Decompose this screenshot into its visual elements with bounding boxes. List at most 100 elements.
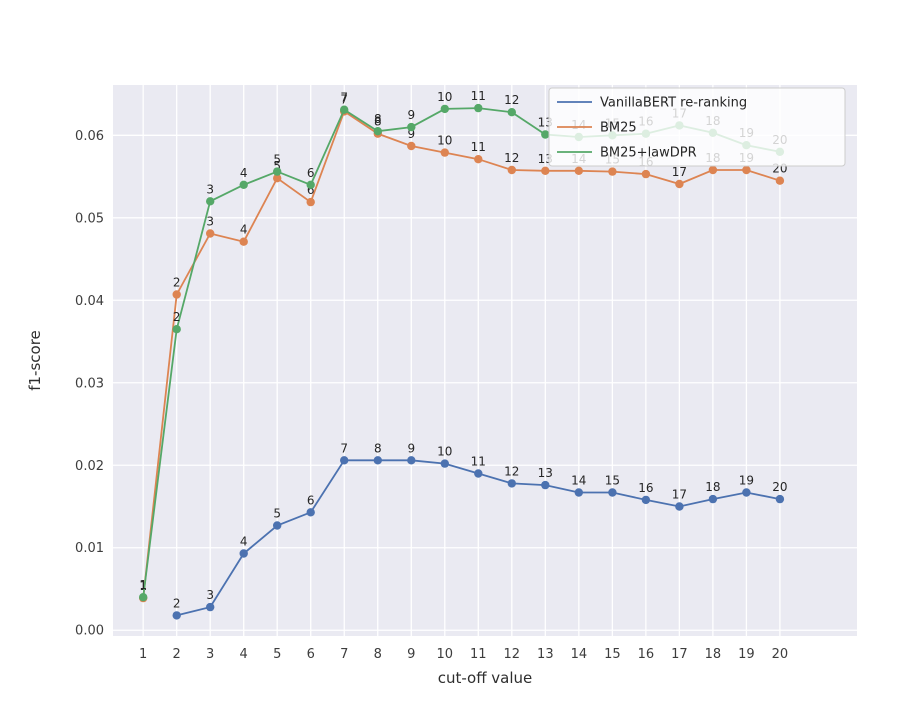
point-label: 11	[471, 455, 486, 469]
point-label: 2	[173, 310, 181, 324]
data-point	[206, 602, 215, 612]
data-point	[407, 456, 416, 465]
data-point	[306, 180, 315, 189]
series-line	[142, 110, 781, 599]
x-tick-label: 10	[437, 647, 454, 662]
point-label: 5	[273, 153, 281, 167]
point-label: 8	[374, 441, 382, 455]
point-label: 11	[471, 140, 486, 154]
x-tick-label: 3	[206, 647, 214, 662]
point-label: 18	[705, 480, 720, 494]
x-tick-label: 11	[470, 647, 487, 662]
data-point	[641, 495, 651, 505]
data-point	[675, 502, 684, 511]
data-point	[708, 494, 718, 504]
point-label: 1	[139, 579, 147, 593]
data-point	[172, 290, 181, 299]
point-label: 14	[571, 474, 586, 488]
legend-label: BM25+lawDPR	[600, 146, 697, 161]
x-tick-label: 15	[604, 647, 621, 662]
data-point	[407, 122, 416, 132]
y-tick-label: 0.04	[75, 294, 104, 309]
point-label: 4	[240, 535, 248, 549]
x-tick-label: 20	[772, 647, 789, 662]
x-tick-label: 16	[638, 647, 655, 662]
data-point	[172, 325, 181, 334]
data-point	[574, 166, 583, 175]
y-axis-label: f1-score	[26, 330, 44, 391]
data-point	[507, 165, 516, 175]
y-tick-label: 0.05	[75, 211, 104, 226]
series-vanillabert-re-ranking: 2 3 4 5 6 7 8 9 10 11 12 13 14 15 16 17 18 19 20	[172, 441, 788, 620]
data-point	[507, 479, 516, 488]
x-tick-label: 14	[571, 647, 588, 662]
point-label: 6	[307, 183, 315, 197]
point-label: 2	[173, 596, 181, 610]
data-point	[474, 103, 483, 113]
data-point	[239, 180, 248, 189]
data-point	[675, 179, 684, 189]
point-label: 6	[307, 493, 315, 507]
x-tick-label: 19	[738, 647, 755, 662]
x-axis-label: cut-off value	[438, 669, 533, 687]
data-point	[206, 197, 215, 206]
data-point	[541, 130, 550, 139]
data-point	[742, 488, 751, 497]
point-label: 16	[638, 481, 653, 495]
point-label: 12	[504, 151, 519, 165]
point-label: 6	[307, 166, 315, 180]
x-tick-label: 4	[240, 647, 248, 662]
data-point	[641, 169, 651, 179]
data-point	[407, 141, 416, 151]
point-label: 9	[407, 108, 415, 122]
y-tick-label: 0.00	[75, 624, 104, 639]
data-point	[507, 108, 516, 117]
point-label: 4	[240, 166, 248, 180]
point-label: 8	[374, 112, 382, 126]
x-tick-label: 18	[705, 647, 722, 662]
point-label: 9	[407, 127, 415, 141]
legend-box	[548, 87, 846, 167]
point-label: 8	[374, 115, 382, 129]
data-point	[340, 456, 349, 465]
data-point	[608, 488, 617, 497]
point-label: 3	[206, 182, 214, 196]
x-tick-label: 8	[374, 647, 382, 662]
point-label: 7	[340, 441, 348, 455]
x-tick-label: 5	[273, 647, 281, 662]
point-label: 10	[437, 90, 452, 104]
y-tick-label: 0.06	[75, 129, 104, 144]
data-point	[608, 167, 617, 176]
data-point	[139, 593, 148, 602]
point-label: 12	[504, 464, 519, 478]
point-label: 11	[471, 89, 486, 103]
point-label: 15	[605, 474, 620, 488]
data-point	[239, 549, 248, 558]
plot-area	[113, 85, 857, 636]
point-label: 3	[206, 588, 214, 602]
x-tick-label: 17	[671, 647, 688, 662]
point-label: 7	[340, 92, 348, 106]
data-point	[541, 480, 550, 490]
data-point	[273, 167, 282, 176]
point-label: 17	[672, 165, 687, 179]
point-label: 19	[739, 474, 754, 488]
x-tick-label: 1	[139, 647, 147, 662]
data-point	[273, 521, 282, 530]
data-point	[742, 165, 751, 175]
point-label: 1	[139, 578, 147, 592]
data-point	[775, 494, 785, 504]
point-label: 3	[206, 215, 214, 229]
data-point	[440, 148, 449, 157]
x-tick-label: 7	[340, 647, 348, 662]
data-point	[440, 459, 449, 468]
data-point	[172, 611, 181, 620]
data-point	[474, 155, 483, 164]
point-label: 17	[672, 488, 687, 502]
x-tick-label: 9	[407, 647, 415, 662]
point-label: 12	[504, 93, 519, 107]
data-point	[273, 174, 282, 183]
data-point	[340, 105, 349, 114]
data-point	[306, 197, 315, 207]
